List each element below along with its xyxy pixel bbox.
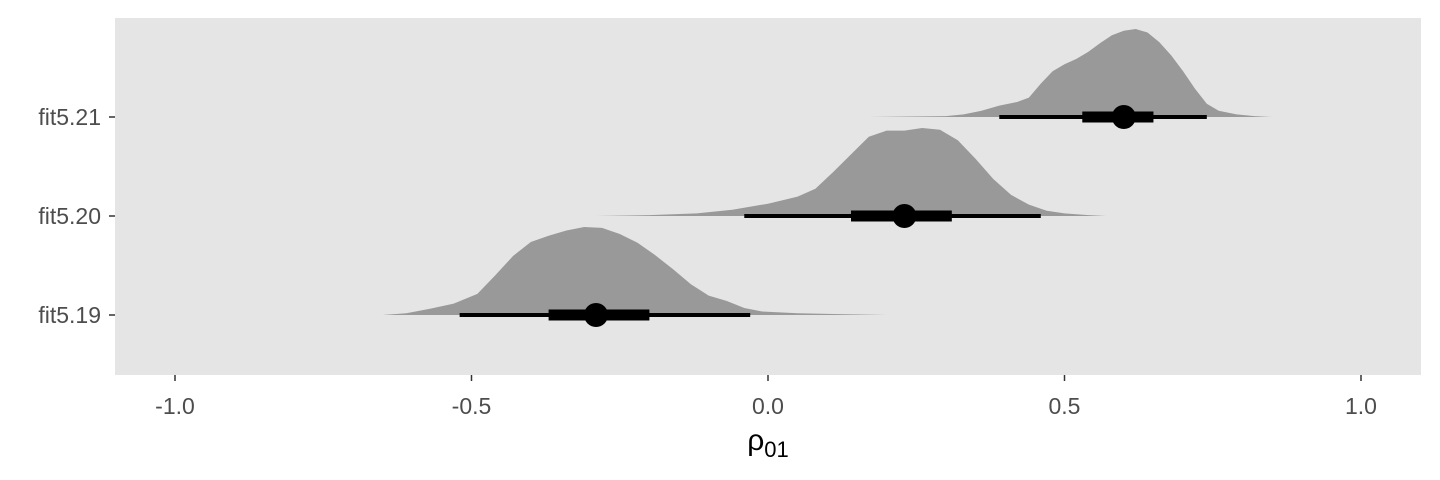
x-tick-label: -1.0 (155, 393, 195, 419)
x-tick-label: 1.0 (1345, 393, 1377, 419)
x-axis-title-base: ρ (747, 424, 764, 457)
plot-panel (115, 18, 1421, 375)
density-fit5-19 (382, 227, 887, 315)
x-tick-label: 0.0 (752, 393, 784, 419)
x-axis-title: ρ01 (747, 424, 789, 462)
median-point-fit5-20 (892, 204, 917, 228)
y-axis: fit5.21 fit5.20 fit5.19 (38, 104, 115, 328)
interval-layer (459, 105, 1207, 327)
density-layer (382, 29, 1273, 315)
y-tick-label-fit5-20: fit5.20 (38, 203, 101, 229)
density-fit5-21 (868, 29, 1273, 117)
median-point-fit5-19 (584, 303, 609, 327)
y-tick-label-fit5-19: fit5.19 (38, 302, 101, 328)
x-tick-label: -0.5 (452, 393, 492, 419)
x-tick-label: 0.5 (1049, 393, 1081, 419)
x-axis-title-subscript: 01 (764, 437, 788, 462)
y-tick-label-fit5-21: fit5.21 (38, 104, 101, 130)
x-axis: -1.0 -0.5 0.0 0.5 1.0 (155, 375, 1377, 419)
density-fit5-20 (596, 128, 1107, 216)
median-point-fit5-21 (1111, 105, 1136, 129)
